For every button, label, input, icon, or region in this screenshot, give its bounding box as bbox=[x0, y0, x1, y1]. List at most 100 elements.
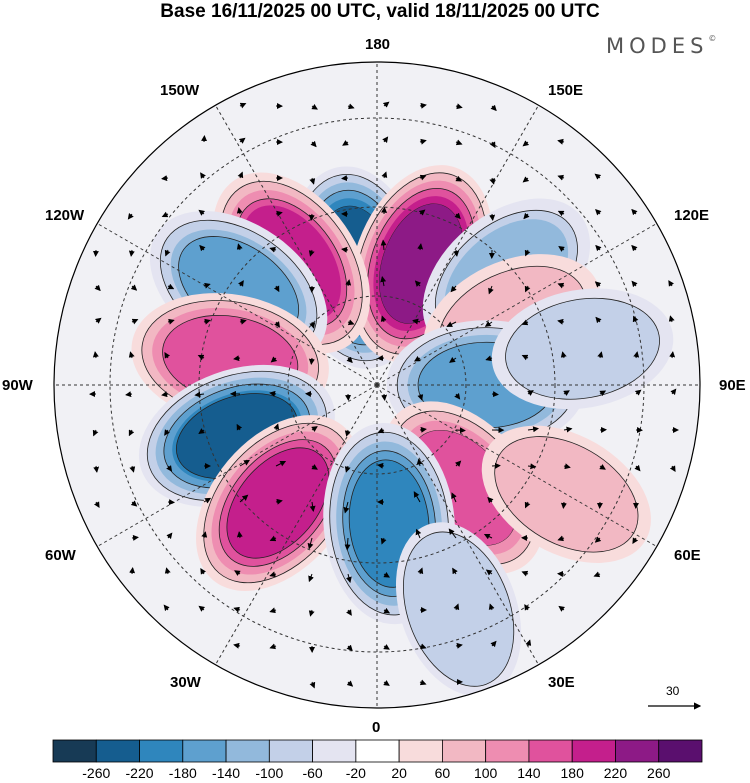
wind-arrow bbox=[308, 573, 314, 583]
wind-arrow bbox=[380, 275, 387, 287]
wind-arrow bbox=[557, 210, 565, 217]
wind-arrow bbox=[275, 210, 283, 217]
wind-arrow bbox=[275, 498, 283, 505]
wind-arrow bbox=[234, 570, 241, 577]
wind-arrow bbox=[346, 609, 352, 616]
wind-arrow bbox=[166, 532, 173, 540]
wind-arrow bbox=[446, 321, 457, 327]
wind-arrow bbox=[454, 460, 462, 467]
wind-arrow bbox=[233, 642, 241, 649]
wind-arrow bbox=[557, 174, 565, 181]
wind-arrow bbox=[346, 680, 354, 687]
colorbar bbox=[52, 739, 703, 763]
wind-arrow bbox=[236, 207, 243, 215]
wind-arrow bbox=[380, 239, 387, 251]
wind-arrow bbox=[238, 137, 246, 144]
wind-arrow bbox=[557, 535, 565, 542]
lon-label-30e: 30E bbox=[548, 674, 575, 691]
colorbar-tick-label: 180 bbox=[560, 765, 584, 781]
wind-arrow bbox=[203, 497, 212, 504]
lon-label-60e: 60E bbox=[674, 547, 701, 564]
wind-arrow bbox=[129, 567, 136, 575]
lon-label-120w: 120W bbox=[45, 207, 85, 224]
reference-vector-label: 30 bbox=[666, 684, 680, 698]
wind-arrow bbox=[311, 103, 318, 110]
wind-arrow bbox=[309, 681, 316, 689]
wind-arrow bbox=[417, 567, 424, 575]
wind-arrow bbox=[455, 427, 466, 434]
wind-arrow bbox=[92, 429, 99, 437]
wind-arrow bbox=[594, 536, 602, 543]
wind-arrow bbox=[527, 463, 537, 470]
wind-arrow bbox=[524, 501, 531, 509]
wind-arrow bbox=[383, 644, 390, 650]
wind-arrow bbox=[524, 285, 531, 293]
wind-arrow bbox=[490, 104, 497, 112]
wind-arrow bbox=[595, 209, 602, 216]
wind-arrow bbox=[236, 243, 243, 251]
wind-arrow bbox=[311, 463, 318, 470]
wind-arrow bbox=[450, 285, 457, 293]
wind-arrow bbox=[522, 176, 530, 183]
colorbar-swatch bbox=[658, 739, 703, 763]
lon-label-60w: 60W bbox=[45, 547, 76, 564]
wind-arrow bbox=[669, 351, 676, 359]
wind-arrow bbox=[164, 351, 171, 359]
wind-arrow bbox=[668, 280, 675, 287]
anomaly-8 bbox=[491, 288, 674, 410]
brand-logo: MODES© bbox=[606, 34, 716, 58]
colorbar-swatch bbox=[139, 739, 184, 763]
wind-arrow bbox=[524, 604, 530, 611]
lon-label-90e: 90E bbox=[719, 377, 746, 394]
chart-title: Base 16/11/2025 00 UTC, valid 18/11/2025… bbox=[160, 1, 600, 22]
wind-arrow bbox=[308, 213, 315, 221]
anomaly-13 bbox=[323, 423, 456, 625]
wind-arrow bbox=[127, 212, 134, 220]
wind-arrow bbox=[668, 315, 675, 323]
wind-arrow bbox=[452, 567, 458, 575]
wind-arrow bbox=[558, 246, 565, 252]
wind-arrow bbox=[563, 426, 573, 433]
wind-arrow bbox=[453, 249, 460, 257]
colorbar-tick-label: 20 bbox=[391, 765, 407, 781]
lon-label-90w: 90W bbox=[2, 377, 33, 394]
wind-arrow bbox=[558, 605, 565, 612]
wind-arrow bbox=[563, 463, 571, 470]
colorbar-swatch bbox=[485, 739, 530, 763]
wind-arrow bbox=[345, 573, 352, 584]
wind-arrow bbox=[599, 390, 607, 397]
colorbar-swatch bbox=[441, 739, 487, 763]
wind-arrow bbox=[416, 458, 423, 467]
colorbar-swatch bbox=[182, 739, 227, 763]
wind-arrow bbox=[130, 284, 138, 291]
wind-arrow bbox=[377, 462, 385, 469]
wind-arrow bbox=[419, 174, 427, 181]
wind-arrow bbox=[557, 138, 565, 145]
wind-arrow bbox=[487, 496, 494, 504]
wind-arrow bbox=[522, 140, 530, 147]
colorbar-swatch bbox=[398, 739, 443, 763]
wind-arrow bbox=[417, 243, 424, 251]
wind-arrow bbox=[203, 318, 211, 325]
colorbar-swatch bbox=[615, 739, 660, 763]
wind-arrow bbox=[131, 318, 139, 325]
wind-arrow bbox=[670, 388, 677, 396]
wind-arrow bbox=[380, 537, 387, 545]
wind-arrow bbox=[94, 317, 102, 324]
wind-arrow bbox=[93, 465, 100, 473]
wind-arrow bbox=[454, 392, 461, 400]
wind-arrow bbox=[417, 393, 424, 401]
wind-arrow bbox=[449, 356, 457, 363]
wind-arrow bbox=[634, 389, 642, 396]
wind-arrow bbox=[597, 351, 604, 359]
wind-arrow bbox=[275, 460, 287, 467]
wind-arrow bbox=[309, 177, 316, 185]
wind-arrow bbox=[164, 249, 171, 257]
wind-arrow bbox=[310, 140, 317, 148]
wind-arrow bbox=[239, 318, 247, 325]
wind-arrow bbox=[631, 208, 638, 216]
colorbar-swatch bbox=[95, 739, 140, 763]
wind-arrow bbox=[233, 355, 241, 362]
wind-arrow bbox=[342, 140, 349, 146]
wind-arrow bbox=[239, 102, 247, 109]
